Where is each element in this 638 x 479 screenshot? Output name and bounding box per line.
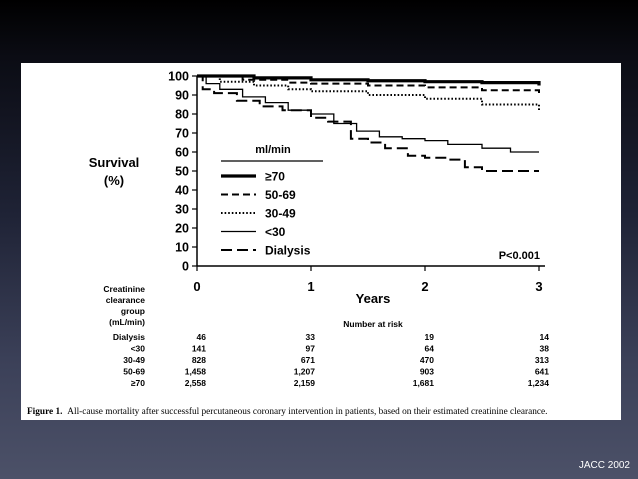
- legend: ml/min ≥70 50-69 30-49 <30 Dialysis: [221, 144, 323, 258]
- legend-label: 50-69: [265, 188, 296, 202]
- survival-chart: Survival (%) 0 10 20 30 40 50 60 70 80 90 100 0 1 2 3…: [27, 70, 549, 418]
- group-label-line: (mL/min): [109, 317, 145, 327]
- risk-table: Creatinine clearance group (mL/min) Numb…: [103, 284, 549, 388]
- y-tick-label: 90: [175, 89, 189, 103]
- series-line: [197, 74, 541, 86]
- risk-row-label: <30: [131, 344, 146, 354]
- series-line: [197, 75, 539, 153]
- x-tick-label: 1: [307, 279, 314, 294]
- risk-row-label: ≥70: [131, 378, 145, 388]
- series-line: [197, 75, 540, 111]
- legend-label: 30-49: [265, 207, 296, 221]
- legend-label: ≥70: [265, 170, 285, 184]
- risk-cell: 33: [306, 332, 316, 342]
- risk-cell: 641: [535, 367, 549, 377]
- y-tick-label: 20: [175, 222, 189, 236]
- legend-label: Dialysis: [265, 244, 311, 258]
- risk-cell: 1,681: [413, 378, 435, 388]
- risk-table-header: Number at risk: [343, 319, 403, 329]
- y-tick-label: 80: [175, 108, 189, 122]
- y-tick-label: 100: [168, 70, 189, 84]
- source-credit: JACC 2002: [578, 460, 630, 471]
- caption-text: All-cause mortality after successful per…: [67, 406, 547, 417]
- y-tick-label: 50: [175, 165, 189, 179]
- figure-caption: Figure 1. All-cause mortality after succ…: [27, 406, 547, 417]
- y-tick-label: 70: [175, 127, 189, 141]
- group-label-line: group: [121, 306, 145, 316]
- group-label-line: clearance: [106, 295, 145, 305]
- risk-row-label: Dialysis: [113, 332, 145, 342]
- risk-cell: 1,207: [294, 367, 316, 377]
- risk-row-label: 30-49: [123, 355, 145, 365]
- p-value-annotation: P<0.001: [499, 250, 540, 262]
- risk-cell: 2,159: [294, 378, 316, 388]
- y-tick-label: 60: [175, 146, 189, 160]
- risk-cell: 19: [425, 332, 435, 342]
- figure-card: Survival (%) 0 10 20 30 40 50 60 70 80 90 100 0 1 2 3…: [21, 63, 621, 420]
- caption-label: Figure 1.: [27, 407, 62, 417]
- y-tick-label: 10: [175, 241, 189, 255]
- y-tick-label: 0: [182, 260, 189, 274]
- risk-cell: 14: [540, 332, 550, 342]
- risk-cell: 64: [425, 344, 435, 354]
- risk-cell: 470: [420, 355, 434, 365]
- group-label-line: Creatinine: [103, 284, 145, 294]
- risk-cell: 313: [535, 355, 549, 365]
- risk-cell: 97: [306, 344, 316, 354]
- risk-cell: 1,234: [528, 378, 550, 388]
- risk-cell: 828: [192, 355, 206, 365]
- risk-cell: 46: [197, 332, 207, 342]
- risk-cell: 2,558: [185, 378, 207, 388]
- y-axis-label-unit: (%): [104, 173, 124, 188]
- risk-cell: 1,458: [185, 367, 207, 377]
- y-tick-label: 30: [175, 203, 189, 217]
- x-axis-label: Years: [356, 291, 391, 306]
- y-ticks: 0 10 20 30 40 50 60 70 80 90 100: [168, 70, 197, 274]
- x-ticks: 0 1 2 3: [193, 266, 543, 294]
- risk-cell: 141: [192, 344, 206, 354]
- series-line: [197, 75, 540, 94]
- x-tick-label: 3: [535, 279, 542, 294]
- risk-cell: 903: [420, 367, 434, 377]
- y-tick-label: 40: [175, 184, 189, 198]
- legend-title: ml/min: [255, 144, 291, 156]
- risk-cell: 671: [301, 355, 315, 365]
- x-tick-label: 0: [193, 279, 200, 294]
- series-line: [197, 75, 539, 172]
- y-axis-label: Survival: [89, 155, 140, 170]
- legend-label: <30: [265, 225, 286, 239]
- risk-cell: 38: [540, 344, 550, 354]
- series-layer: [197, 74, 541, 172]
- risk-row-label: 50-69: [123, 367, 145, 377]
- x-tick-label: 2: [421, 279, 428, 294]
